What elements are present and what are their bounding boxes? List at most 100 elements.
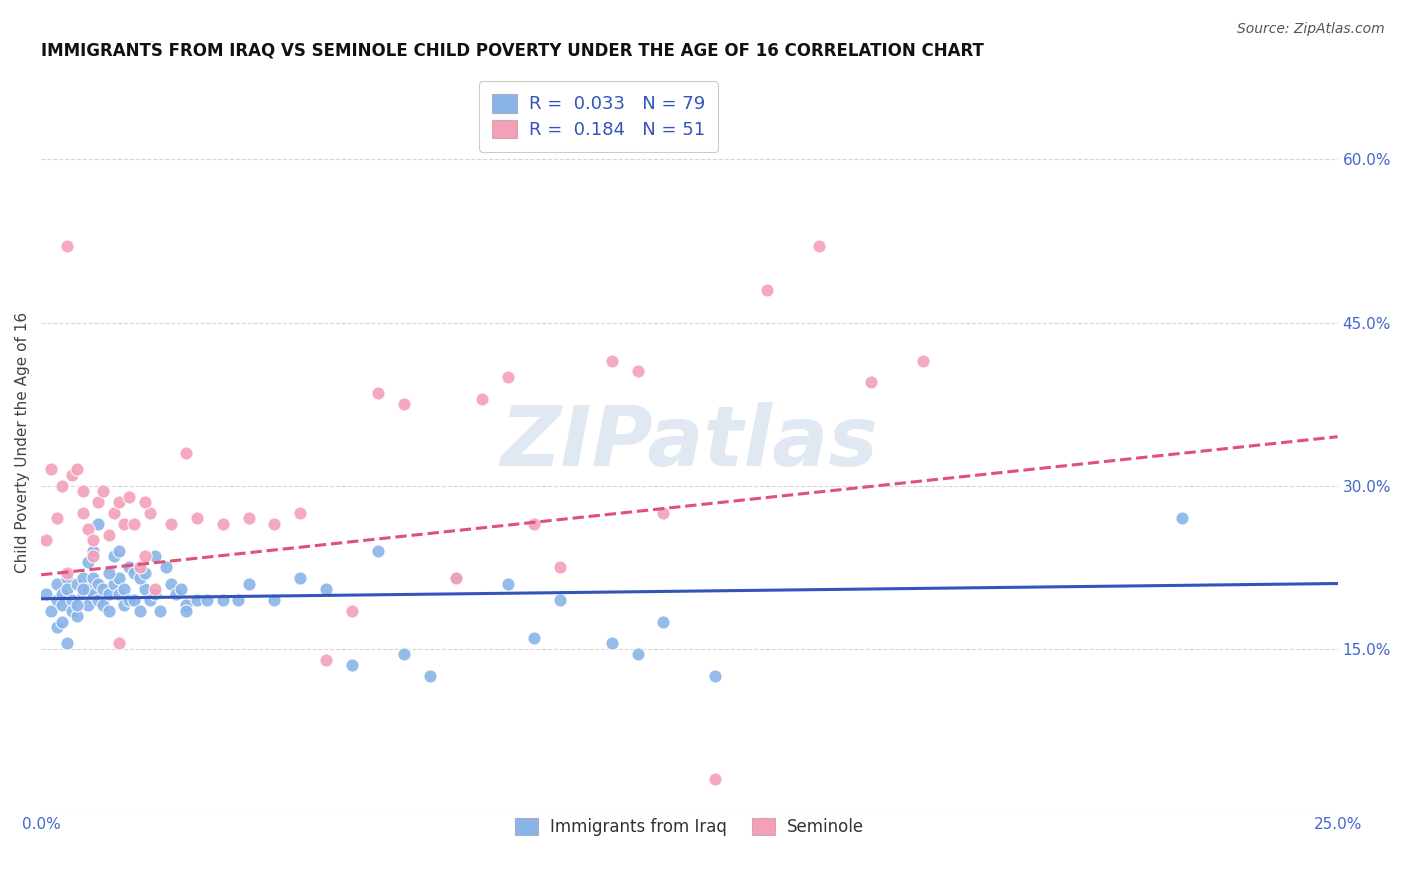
Y-axis label: Child Poverty Under the Age of 16: Child Poverty Under the Age of 16 xyxy=(15,311,30,573)
Point xyxy=(66,462,89,476)
Point xyxy=(51,478,73,492)
Point xyxy=(626,364,648,378)
Point xyxy=(82,587,104,601)
Point xyxy=(149,604,172,618)
Point xyxy=(859,376,882,390)
Point xyxy=(186,511,208,525)
Point xyxy=(911,353,934,368)
Point xyxy=(87,576,110,591)
Point xyxy=(600,636,623,650)
Point xyxy=(51,615,73,629)
Legend: Immigrants from Iraq, Seminole: Immigrants from Iraq, Seminole xyxy=(506,809,872,844)
Point xyxy=(97,566,120,580)
Point xyxy=(112,582,135,596)
Point xyxy=(72,587,94,601)
Point xyxy=(82,533,104,547)
Point xyxy=(600,353,623,368)
Point xyxy=(66,576,89,591)
Point xyxy=(1171,511,1194,525)
Point xyxy=(367,386,389,401)
Point xyxy=(211,516,233,531)
Point xyxy=(124,566,146,580)
Point xyxy=(56,571,79,585)
Point xyxy=(139,506,162,520)
Point xyxy=(134,582,156,596)
Point xyxy=(45,576,67,591)
Point xyxy=(112,599,135,613)
Point xyxy=(93,582,115,596)
Point xyxy=(76,599,98,613)
Point xyxy=(159,576,181,591)
Point xyxy=(72,484,94,499)
Point xyxy=(134,495,156,509)
Point xyxy=(45,511,67,525)
Point xyxy=(290,571,312,585)
Point xyxy=(108,495,131,509)
Point xyxy=(82,571,104,585)
Text: Source: ZipAtlas.com: Source: ZipAtlas.com xyxy=(1237,22,1385,37)
Point xyxy=(367,544,389,558)
Point xyxy=(652,506,675,520)
Point xyxy=(56,566,79,580)
Point xyxy=(419,669,441,683)
Point xyxy=(76,582,98,596)
Point xyxy=(444,571,467,585)
Point xyxy=(808,239,831,253)
Point xyxy=(155,560,177,574)
Point xyxy=(195,592,218,607)
Point xyxy=(626,647,648,661)
Point xyxy=(108,544,131,558)
Point xyxy=(87,516,110,531)
Point xyxy=(82,544,104,558)
Point xyxy=(315,653,337,667)
Point xyxy=(76,522,98,536)
Point xyxy=(41,604,63,618)
Point xyxy=(35,533,58,547)
Point xyxy=(76,555,98,569)
Point xyxy=(165,587,187,601)
Point xyxy=(342,604,364,618)
Point xyxy=(315,582,337,596)
Point xyxy=(72,506,94,520)
Point xyxy=(496,576,519,591)
Point xyxy=(290,506,312,520)
Point xyxy=(118,560,141,574)
Point xyxy=(444,571,467,585)
Point xyxy=(159,516,181,531)
Point xyxy=(60,592,83,607)
Point xyxy=(342,658,364,673)
Point xyxy=(523,631,546,645)
Point xyxy=(108,587,131,601)
Point xyxy=(134,549,156,564)
Point xyxy=(103,576,125,591)
Point xyxy=(51,587,73,601)
Text: ZIPatlas: ZIPatlas xyxy=(501,401,879,483)
Point xyxy=(87,592,110,607)
Point xyxy=(704,669,727,683)
Point xyxy=(176,446,198,460)
Point xyxy=(128,560,150,574)
Point xyxy=(56,582,79,596)
Point xyxy=(263,516,285,531)
Point xyxy=(97,587,120,601)
Point xyxy=(176,604,198,618)
Point xyxy=(128,604,150,618)
Point xyxy=(93,484,115,499)
Point xyxy=(756,283,779,297)
Point xyxy=(108,636,131,650)
Point xyxy=(170,582,193,596)
Point xyxy=(124,592,146,607)
Text: IMMIGRANTS FROM IRAQ VS SEMINOLE CHILD POVERTY UNDER THE AGE OF 16 CORRELATION C: IMMIGRANTS FROM IRAQ VS SEMINOLE CHILD P… xyxy=(41,42,984,60)
Point xyxy=(548,592,571,607)
Point xyxy=(143,587,166,601)
Point xyxy=(72,582,94,596)
Point xyxy=(56,636,79,650)
Point xyxy=(56,239,79,253)
Point xyxy=(45,620,67,634)
Point xyxy=(471,392,494,406)
Point xyxy=(97,604,120,618)
Point xyxy=(496,370,519,384)
Point xyxy=(108,571,131,585)
Point xyxy=(143,582,166,596)
Point xyxy=(66,599,89,613)
